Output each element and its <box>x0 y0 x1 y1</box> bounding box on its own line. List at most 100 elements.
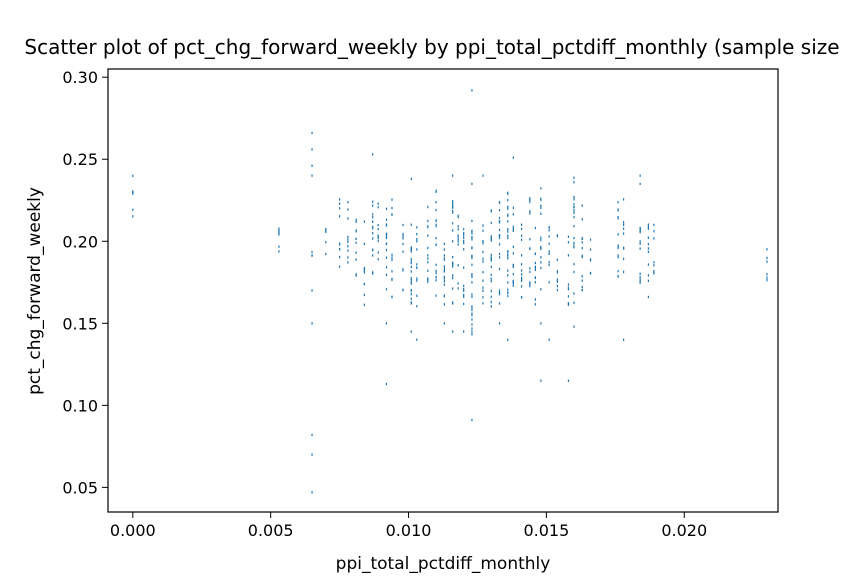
data-point <box>520 223 523 226</box>
data-point <box>581 218 583 221</box>
data-point <box>339 207 341 210</box>
data-point <box>435 294 437 297</box>
data-point <box>507 250 509 254</box>
data-point <box>372 248 374 252</box>
data-point <box>639 227 641 230</box>
data-point <box>372 226 374 230</box>
data-point <box>540 236 542 239</box>
data-point <box>498 200 501 204</box>
data-point <box>355 251 357 254</box>
x-tick-label: 0.005 <box>248 521 294 540</box>
data-point <box>482 279 484 282</box>
data-point <box>490 295 492 299</box>
data-point <box>482 271 484 274</box>
data-point <box>347 201 349 204</box>
data-point <box>507 269 509 272</box>
data-point <box>581 241 583 244</box>
data-point <box>463 287 465 291</box>
data-point <box>490 209 492 212</box>
data-point <box>372 204 374 207</box>
data-point <box>435 279 437 282</box>
data-point <box>581 275 583 278</box>
data-point <box>471 238 473 241</box>
data-point <box>512 213 514 216</box>
data-point <box>647 247 650 250</box>
data-point <box>385 234 388 237</box>
data-point <box>647 279 650 282</box>
data-point <box>482 250 484 254</box>
data-point <box>540 204 542 208</box>
data-point <box>471 312 473 315</box>
data-point <box>471 246 473 249</box>
data-point <box>490 273 492 277</box>
data-point <box>410 297 412 300</box>
data-point <box>507 192 509 196</box>
data-point <box>490 221 492 225</box>
data-point <box>471 295 473 299</box>
points-layer <box>132 89 768 494</box>
data-point <box>435 201 437 204</box>
data-point <box>363 220 366 223</box>
data-point <box>435 263 437 267</box>
data-point <box>385 242 388 245</box>
data-point <box>427 219 429 223</box>
data-point <box>540 187 542 190</box>
data-point <box>372 225 374 229</box>
data-point <box>512 229 514 233</box>
data-point <box>623 221 625 224</box>
data-point <box>377 223 379 227</box>
data-point <box>617 200 619 204</box>
data-point <box>132 208 134 212</box>
data-point <box>457 237 459 241</box>
data-point <box>463 330 465 333</box>
x-tick-label: 0.000 <box>110 521 156 540</box>
data-point <box>520 273 523 276</box>
data-point <box>534 266 536 270</box>
data-point <box>452 174 454 177</box>
data-point <box>410 223 412 226</box>
data-point <box>391 206 393 210</box>
data-point <box>581 288 583 292</box>
data-point <box>617 246 619 250</box>
data-point <box>540 261 542 264</box>
data-point <box>385 218 388 221</box>
data-point <box>490 305 492 308</box>
data-point <box>573 236 575 240</box>
data-point <box>512 228 514 231</box>
data-point <box>311 289 313 292</box>
data-point <box>452 229 454 232</box>
data-point <box>490 257 492 260</box>
data-point <box>278 250 280 253</box>
data-point <box>507 274 509 277</box>
data-point <box>529 267 531 270</box>
data-point <box>372 272 374 275</box>
data-point <box>529 237 531 241</box>
data-point <box>581 279 583 282</box>
data-point <box>463 266 465 269</box>
data-point <box>647 236 650 239</box>
data-point <box>311 174 313 177</box>
data-point <box>435 208 437 212</box>
data-point <box>573 246 575 249</box>
data-point <box>457 225 459 228</box>
data-point <box>471 89 473 92</box>
data-point <box>311 131 313 135</box>
data-point <box>573 211 575 215</box>
data-point <box>416 226 418 229</box>
data-point <box>540 238 542 242</box>
data-point <box>391 256 393 259</box>
data-point <box>534 281 536 284</box>
data-point <box>653 264 655 267</box>
data-point <box>540 247 542 251</box>
data-point <box>443 270 445 273</box>
data-point <box>471 235 473 239</box>
data-point <box>385 224 388 227</box>
data-point <box>347 240 349 244</box>
data-point <box>512 252 514 255</box>
data-point <box>339 247 341 251</box>
data-point <box>443 280 445 283</box>
data-point <box>355 274 357 277</box>
data-point <box>385 382 388 386</box>
data-point <box>385 273 388 277</box>
data-point <box>471 418 473 422</box>
